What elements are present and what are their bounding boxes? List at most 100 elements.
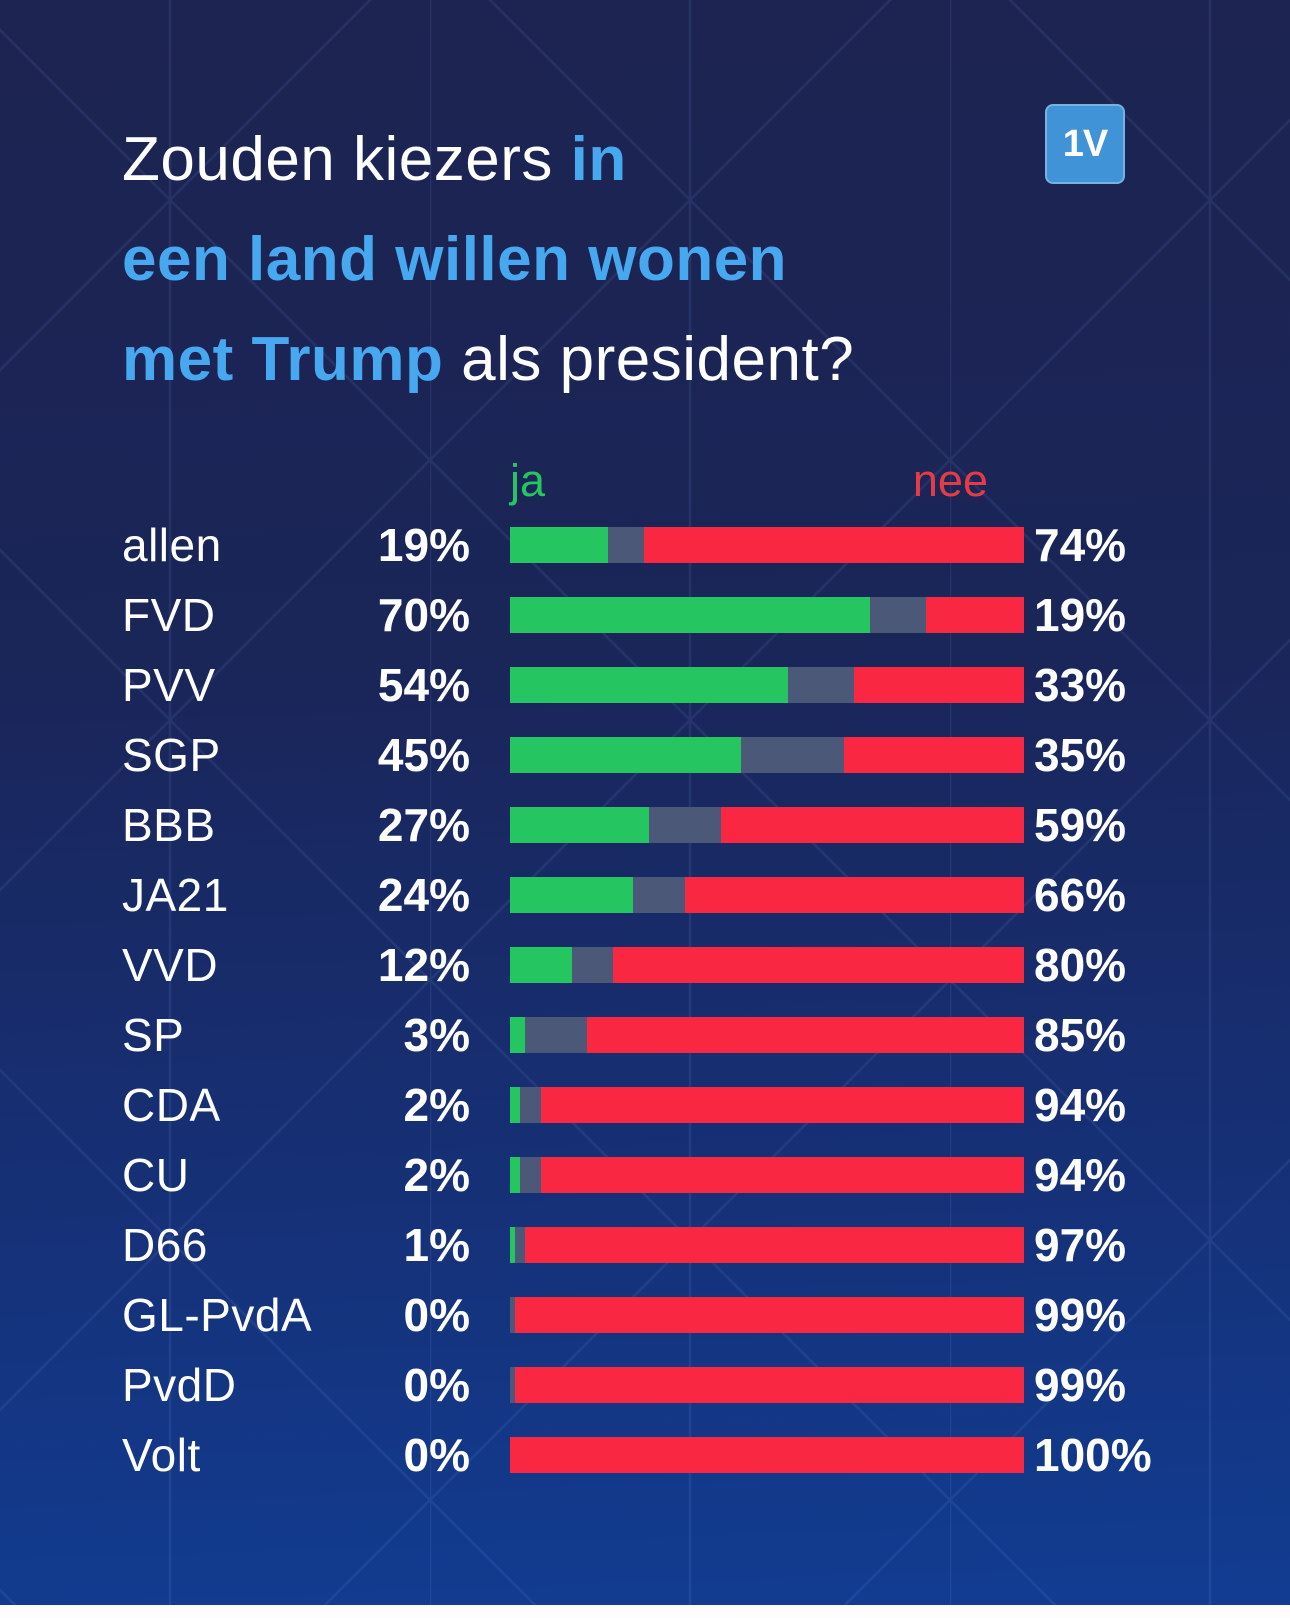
party-row: allen 19% 74% — [122, 510, 1170, 580]
bar-segment-nee — [510, 1437, 1024, 1473]
legend-labels: ja nee — [510, 456, 1024, 506]
bar-segment-neutral — [515, 1227, 526, 1263]
bar-segment-nee — [515, 1367, 1024, 1403]
party-row: FVD 70% 19% — [122, 580, 1170, 650]
title-line1-blue: in — [570, 125, 627, 194]
ja-percentage: 0% — [403, 1429, 470, 1481]
ja-percentage: 24% — [377, 869, 470, 921]
party-label: SP — [122, 1009, 185, 1061]
bar-segment-ja — [510, 737, 742, 773]
bottom-strip — [0, 1605, 1290, 1618]
bar-segment-nee — [587, 1017, 1024, 1053]
result-bar — [510, 807, 1024, 843]
party-label: JA21 — [122, 869, 229, 921]
party-label: FVD — [122, 589, 216, 641]
party-label: GL-PvdA — [122, 1289, 313, 1341]
title-line-2: een land willen wonen — [122, 225, 788, 294]
ja-percentage: 12% — [377, 939, 470, 991]
bar-segment-ja — [510, 947, 572, 983]
rows: allen 19% 74% FVD 70% 19% PVV 54% — [122, 510, 1170, 1490]
bar-segment-neutral — [648, 807, 721, 843]
nee-percentage: 59% — [1034, 799, 1127, 851]
party-row: PVV 54% 33% — [122, 650, 1170, 720]
party-row: D66 1% 97% — [122, 1210, 1170, 1280]
result-bar — [510, 1157, 1024, 1193]
bar-segment-neutral — [525, 1017, 588, 1053]
poll-chart: ja nee allen 19% 74% FVD 70% 19% PVV 54% — [122, 448, 1170, 1490]
result-bar — [510, 1367, 1024, 1403]
party-row: JA21 24% 66% — [122, 860, 1170, 930]
bar-segment-neutral — [869, 597, 927, 633]
ja-percentage: 54% — [377, 659, 470, 711]
title-line1-white: Zouden kiezers — [122, 125, 571, 194]
bar-segment-ja — [510, 1157, 521, 1193]
bar-segment-neutral — [741, 737, 845, 773]
eenvandaag-logo: 1V — [1045, 104, 1125, 184]
nee-percentage: 94% — [1034, 1149, 1127, 1201]
title-line-1: Zouden kiezers in — [122, 110, 1170, 210]
ja-percentage: 2% — [403, 1079, 470, 1131]
party-row: PvdD 0% 99% — [122, 1350, 1170, 1420]
party-label: PvdD — [122, 1359, 237, 1411]
result-bar — [510, 877, 1024, 913]
nee-percentage: 19% — [1034, 589, 1127, 641]
ja-percentage: 0% — [403, 1359, 470, 1411]
party-row: SGP 45% 35% — [122, 720, 1170, 790]
bar-segment-neutral — [520, 1157, 541, 1193]
bar-segment-nee — [515, 1297, 1024, 1333]
result-bar — [510, 527, 1024, 563]
nee-percentage: 85% — [1034, 1009, 1127, 1061]
party-label: allen — [122, 519, 222, 571]
party-label: BBB — [122, 799, 216, 851]
result-bar — [510, 1227, 1024, 1263]
party-label: SGP — [122, 729, 221, 781]
party-row: Volt 0% 100% — [122, 1420, 1170, 1490]
party-label: PVV — [122, 659, 216, 711]
ja-percentage: 0% — [403, 1289, 470, 1341]
title-block: Zouden kiezers in een land willen wonen … — [122, 104, 1170, 410]
logo-text: 1V — [1062, 122, 1108, 165]
title-line3-blue: met Trump — [122, 325, 444, 394]
bar-segment-nee — [540, 1157, 1024, 1193]
party-label: D66 — [122, 1219, 208, 1271]
bar-segment-ja — [510, 1087, 521, 1123]
nee-percentage: 99% — [1034, 1359, 1127, 1411]
bar-segment-ja — [510, 527, 608, 563]
party-row: CDA 2% 94% — [122, 1070, 1170, 1140]
ja-percentage: 70% — [377, 589, 470, 641]
result-bar — [510, 1297, 1024, 1333]
ja-percentage: 2% — [403, 1149, 470, 1201]
bar-segment-nee — [844, 737, 1024, 773]
party-row: GL-PvdA 0% 99% — [122, 1280, 1170, 1350]
bar-segment-neutral — [787, 667, 855, 703]
bar-segment-nee — [525, 1227, 1024, 1263]
bar-segment-nee — [540, 1087, 1024, 1123]
bar-segment-neutral — [510, 1297, 516, 1333]
ja-percentage: 1% — [403, 1219, 470, 1271]
bar-segment-ja — [510, 1227, 516, 1263]
result-bar — [510, 1017, 1024, 1053]
bar-segment-nee — [643, 527, 1024, 563]
party-row: CU 2% 94% — [122, 1140, 1170, 1210]
party-row: VVD 12% 80% — [122, 930, 1170, 1000]
title-line3-white: als president? — [443, 325, 855, 394]
result-bar — [510, 1437, 1024, 1473]
nee-percentage: 94% — [1034, 1079, 1127, 1131]
result-bar — [510, 947, 1024, 983]
party-row: BBB 27% 59% — [122, 790, 1170, 860]
nee-percentage: 100% — [1034, 1429, 1152, 1481]
nee-percentage: 74% — [1034, 519, 1127, 571]
result-bar — [510, 667, 1024, 703]
nee-percentage: 33% — [1034, 659, 1127, 711]
party-label: Volt — [122, 1429, 201, 1481]
bar-segment-neutral — [571, 947, 613, 983]
party-label: VVD — [122, 939, 219, 991]
ja-percentage: 19% — [377, 519, 470, 571]
nee-percentage: 99% — [1034, 1289, 1127, 1341]
bar-segment-nee — [926, 597, 1024, 633]
nee-percentage: 66% — [1034, 869, 1127, 921]
result-bar — [510, 597, 1024, 633]
nee-percentage: 80% — [1034, 939, 1127, 991]
party-label: CU — [122, 1149, 190, 1201]
